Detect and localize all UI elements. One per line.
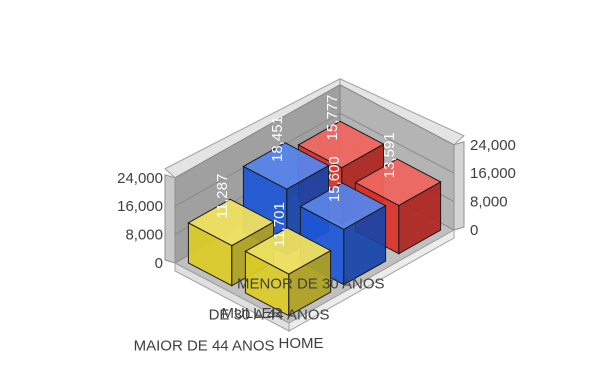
data-label: 11,287 [214, 174, 231, 219]
y-tick-label-right: 16,000 [470, 165, 516, 182]
series-label: MULLER [222, 305, 283, 322]
y-tick-label-left: 8,000 [125, 227, 163, 244]
data-label: 13,591 [381, 132, 398, 178]
y-tick-label-right: 24,000 [470, 137, 516, 154]
y-tick-label-left: 16,000 [117, 198, 163, 215]
data-label: 15,600 [326, 156, 343, 202]
data-label: 15,777 [324, 95, 341, 141]
y-tick-label-right: 8,000 [470, 194, 508, 211]
y-tick-label-right: 0 [470, 222, 478, 239]
y-tick-label-left: 24,000 [117, 170, 163, 187]
y-tick-label-left: 0 [155, 255, 163, 272]
data-label: 18,451 [269, 116, 286, 162]
category-label: MAIOR DE 44 ANOS [134, 338, 275, 355]
right-wall-edge [454, 142, 464, 230]
series-label: HOME [279, 335, 324, 352]
data-label: 11,701 [271, 202, 288, 247]
category-label: MENOR DE 30 ANOS [237, 276, 385, 293]
left-wall-edge [165, 175, 175, 263]
